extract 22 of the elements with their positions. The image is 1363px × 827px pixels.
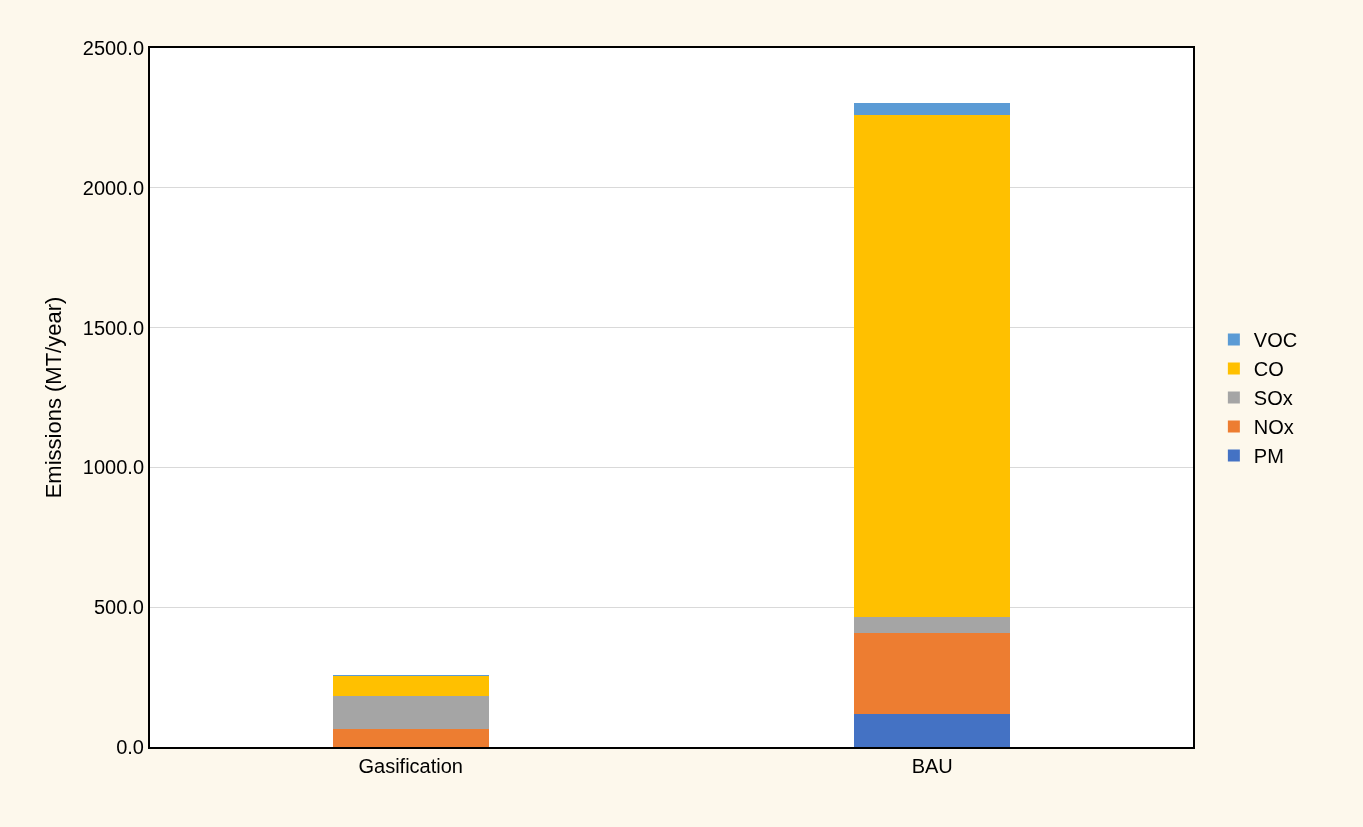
- bar: [854, 114, 1011, 617]
- legend-label: NOx: [1253, 416, 1294, 439]
- y-tick-label: 500.0: [93, 596, 144, 619]
- y-tick-label: 2500.0: [82, 37, 144, 59]
- y-axis-title: Emissions (MT/year): [41, 296, 67, 499]
- bar: [332, 695, 489, 729]
- y-tick-label: 0.0: [116, 736, 144, 758]
- legend-label: SOx: [1253, 387, 1293, 410]
- y-tick-label: 1500.0: [82, 316, 144, 339]
- bar: [854, 616, 1011, 633]
- x-tick-label: BAU: [911, 755, 953, 777]
- bar: [854, 103, 1011, 115]
- y-tick-label: 2000.0: [82, 176, 144, 199]
- bar: [854, 714, 1011, 747]
- bar: [332, 675, 489, 696]
- y-tick-label: 1000.0: [82, 456, 144, 479]
- legend-label: CO: [1253, 358, 1284, 381]
- legend-label: VOC: [1253, 329, 1298, 352]
- x-tick-label: Gasification: [358, 755, 463, 777]
- legend-label: PM: [1253, 445, 1284, 468]
- bar: [854, 632, 1011, 715]
- bar: [332, 728, 489, 747]
